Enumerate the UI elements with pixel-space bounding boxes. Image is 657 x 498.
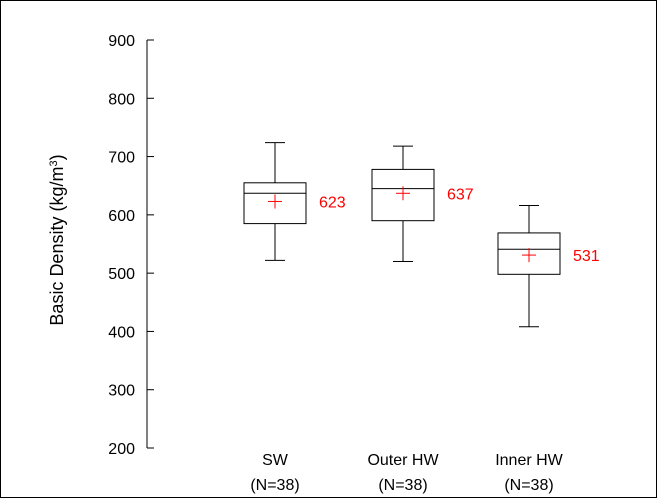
mean-value-label: 637 xyxy=(447,186,474,203)
category-n-label: (N=38) xyxy=(504,477,553,494)
iqr-box xyxy=(497,232,561,275)
box-series: 623 637 531 xyxy=(243,142,600,328)
category-label: Inner HW xyxy=(495,452,563,469)
category-label: Outer HW xyxy=(367,452,439,469)
box-3: 531 xyxy=(497,205,600,328)
category-label: SW xyxy=(262,452,289,469)
y-tick-label: 200 xyxy=(108,441,135,458)
iqr-box xyxy=(243,182,307,225)
y-axis: 200 300 400 500 600 700 800 900 xyxy=(108,33,154,458)
box-2: 637 xyxy=(371,145,474,262)
y-tick-label: 300 xyxy=(108,383,135,400)
y-axis-title-suffix: ) xyxy=(47,154,67,160)
iqr-box xyxy=(371,168,435,222)
y-axis-title: Basic Density (kg/m3) xyxy=(47,154,67,325)
category-labels: SW (N=38) Outer HW (N=38) Inner HW (N=38) xyxy=(250,452,563,494)
y-axis-title-superscript: 3 xyxy=(48,160,60,166)
y-tick-label: 400 xyxy=(108,324,135,341)
y-axis-title-main: Basic Density (kg/m xyxy=(47,167,67,326)
category-n-label: (N=38) xyxy=(250,477,299,494)
y-tick-label: 800 xyxy=(108,91,135,108)
box-1: 623 xyxy=(243,142,346,261)
mean-value-label: 623 xyxy=(319,194,346,211)
category-n-label: (N=38) xyxy=(378,477,427,494)
mean-value-label: 531 xyxy=(573,248,600,265)
y-tick-label: 700 xyxy=(108,150,135,167)
y-tick-label: 600 xyxy=(108,208,135,225)
y-tick-label: 500 xyxy=(108,266,135,283)
y-tick-label: 900 xyxy=(108,33,135,50)
